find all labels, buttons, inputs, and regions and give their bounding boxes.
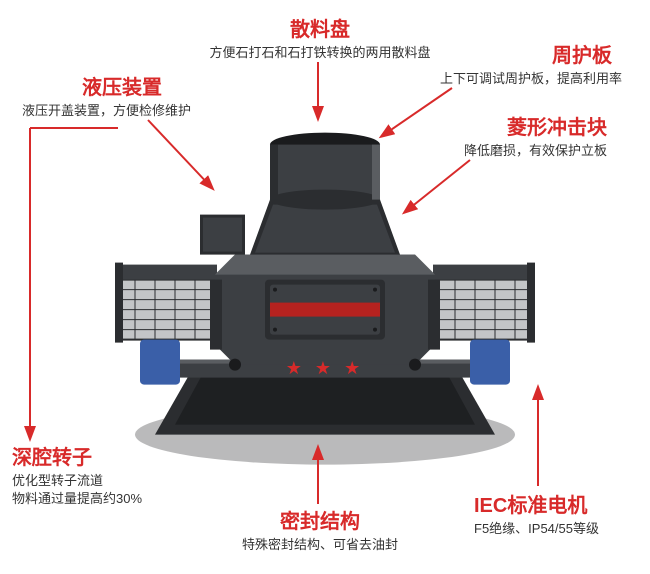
label-iec: IEC标准电机 F5绝缘、IP54/55等级 bbox=[474, 492, 599, 538]
zhouhu-desc: 上下可调试周护板，提高利用率 bbox=[440, 70, 622, 88]
shenqiang-title: 深腔转子 bbox=[12, 444, 142, 472]
label-yeya: 液压装置 液压开盖装置，方便检修维护 bbox=[22, 74, 191, 120]
sanliao-title: 散料盘 bbox=[150, 16, 490, 44]
iec-title: IEC标准电机 bbox=[474, 492, 599, 520]
lingxing-title: 菱形冲击块 bbox=[464, 114, 607, 142]
iec-desc: F5绝缘、IP54/55等级 bbox=[474, 520, 599, 538]
label-lingxing: 菱形冲击块 降低磨损，有效保护立板 bbox=[464, 114, 607, 160]
yeya-title: 液压装置 bbox=[22, 74, 191, 102]
mifeng-title: 密封结构 bbox=[170, 508, 470, 536]
machine-illustration bbox=[115, 105, 535, 485]
mifeng-desc: 特殊密封结构、可省去油封 bbox=[170, 536, 470, 554]
star-decoration: ★ ★ ★ bbox=[286, 358, 364, 379]
zhouhu-title: 周护板 bbox=[440, 42, 622, 70]
label-sanliao: 散料盘 方便石打石和石打铁转换的两用散料盘 bbox=[150, 16, 490, 62]
sanliao-desc: 方便石打石和石打铁转换的两用散料盘 bbox=[150, 44, 490, 62]
label-mifeng: 密封结构 特殊密封结构、可省去油封 bbox=[170, 508, 470, 554]
label-zhouhu: 周护板 上下可调试周护板，提高利用率 bbox=[440, 42, 622, 88]
shenqiang-desc1: 优化型转子流道 bbox=[12, 472, 142, 490]
shenqiang-desc2: 物料通过量提高约30% bbox=[12, 490, 142, 508]
yeya-desc: 液压开盖装置，方便检修维护 bbox=[22, 102, 191, 120]
lingxing-desc: 降低磨损，有效保护立板 bbox=[464, 142, 607, 160]
label-shenqiang: 深腔转子 优化型转子流道 物料通过量提高约30% bbox=[12, 444, 142, 508]
